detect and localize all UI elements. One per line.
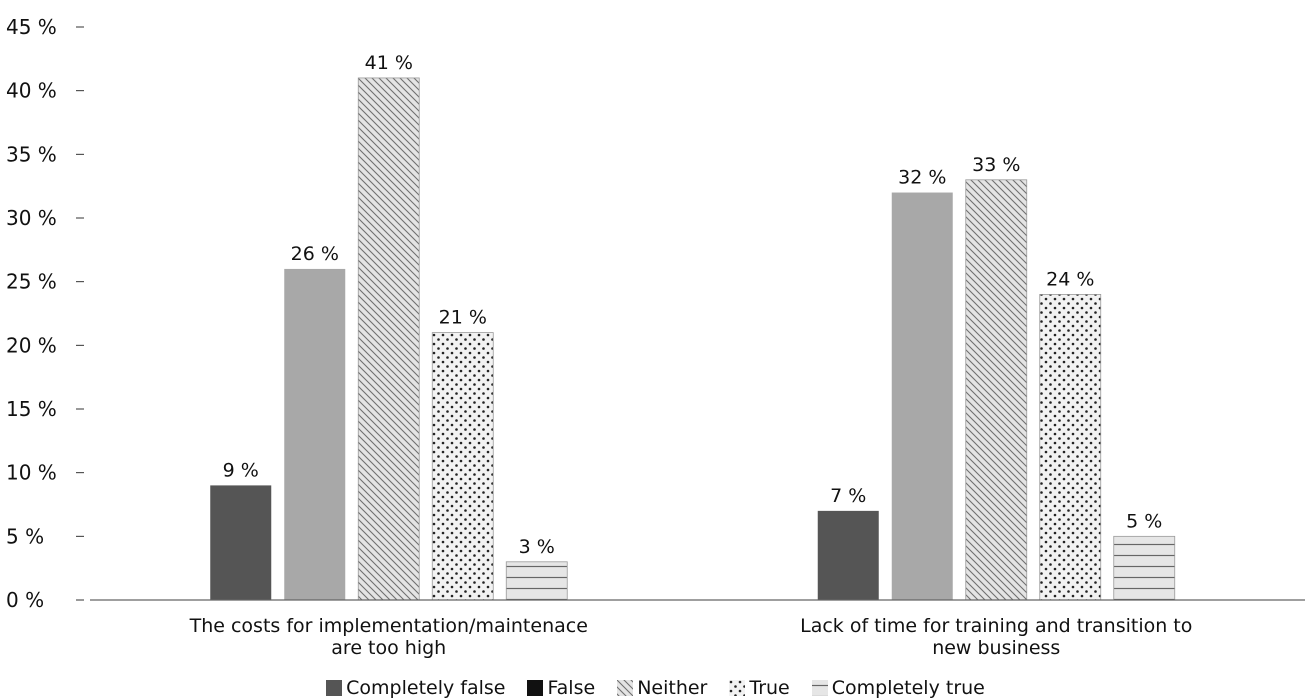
bar-chart: 0 % 5 % 10 % 15 % 20 % 25 % 30 % 35 % 40 % 45 % 9… — [0, 0, 1311, 676]
bar-completely-false — [210, 485, 271, 600]
y-tick-label: 40 % — [6, 79, 57, 103]
legend-label: Neither — [637, 677, 707, 699]
bar-value-label: 9 % — [223, 459, 259, 481]
legend-swatch — [527, 680, 543, 696]
legend-item: True — [729, 677, 789, 699]
y-tick-label: 45 % — [6, 15, 57, 39]
legend: Completely false False Neither True Complete… — [0, 676, 1311, 700]
y-tick-label: 20 % — [6, 333, 57, 357]
y-tick-label: 0 % — [6, 588, 44, 612]
bar-false — [284, 269, 345, 600]
legend-swatch — [729, 680, 745, 696]
bar-neither — [358, 78, 419, 600]
bar-value-label: 24 % — [1046, 268, 1094, 290]
bar-value-label: 32 % — [898, 167, 946, 189]
bar-value-label: 33 % — [972, 154, 1020, 176]
y-tick-label: 10 % — [6, 461, 57, 485]
legend-item: Completely true — [812, 677, 985, 699]
y-tick-label: 15 % — [6, 397, 57, 421]
legend-item: Completely false — [326, 677, 505, 699]
bars — [210, 78, 1175, 600]
legend-swatch-fill — [527, 680, 543, 696]
x-category-label: Lack of time for training and transition… — [800, 615, 1192, 637]
bar-value-label: 41 % — [365, 52, 413, 74]
y-tick-label: 35 % — [6, 142, 57, 166]
legend-label: True — [749, 677, 789, 699]
legend-swatch — [326, 680, 342, 696]
bar-true — [432, 333, 493, 600]
bar-completely-true — [1114, 536, 1175, 600]
legend-label: Completely true — [832, 677, 985, 699]
bar-neither — [966, 180, 1027, 600]
bar-true — [1040, 294, 1101, 600]
bar-value-label: 5 % — [1126, 510, 1162, 532]
legend-item: False — [527, 677, 595, 699]
legend-swatch-fill — [812, 680, 828, 696]
bar-value-label: 21 % — [439, 307, 487, 329]
y-tick-label: 30 % — [6, 206, 57, 230]
bar-value-label: 3 % — [519, 536, 555, 558]
legend-item: Neither — [617, 677, 707, 699]
x-category-label: The costs for implementation/maintenace — [189, 615, 588, 637]
legend-swatch-fill — [326, 680, 342, 696]
legend-swatch-fill — [617, 680, 633, 696]
legend-swatch — [812, 680, 828, 696]
y-tick-label: 25 % — [6, 270, 57, 294]
x-category-label: are too high — [331, 637, 446, 659]
bar-completely-false — [818, 511, 879, 600]
bar-false — [892, 193, 953, 600]
bar-value-label: 26 % — [291, 243, 339, 265]
bar-value-label: 7 % — [830, 485, 866, 507]
x-category-label: new business — [932, 637, 1060, 659]
y-tick-label: 5 % — [6, 524, 44, 548]
legend-label: False — [547, 677, 595, 699]
legend-swatch-fill — [729, 680, 745, 696]
x-axis: The costs for implementation/maintenacea… — [90, 600, 1305, 659]
y-axis: 0 % 5 % 10 % 15 % 20 % 25 % 30 % 35 % 40 % 45 % — [6, 15, 84, 612]
legend-label: Completely false — [346, 677, 505, 699]
legend-swatch — [617, 680, 633, 696]
bar-completely-true — [506, 562, 567, 600]
